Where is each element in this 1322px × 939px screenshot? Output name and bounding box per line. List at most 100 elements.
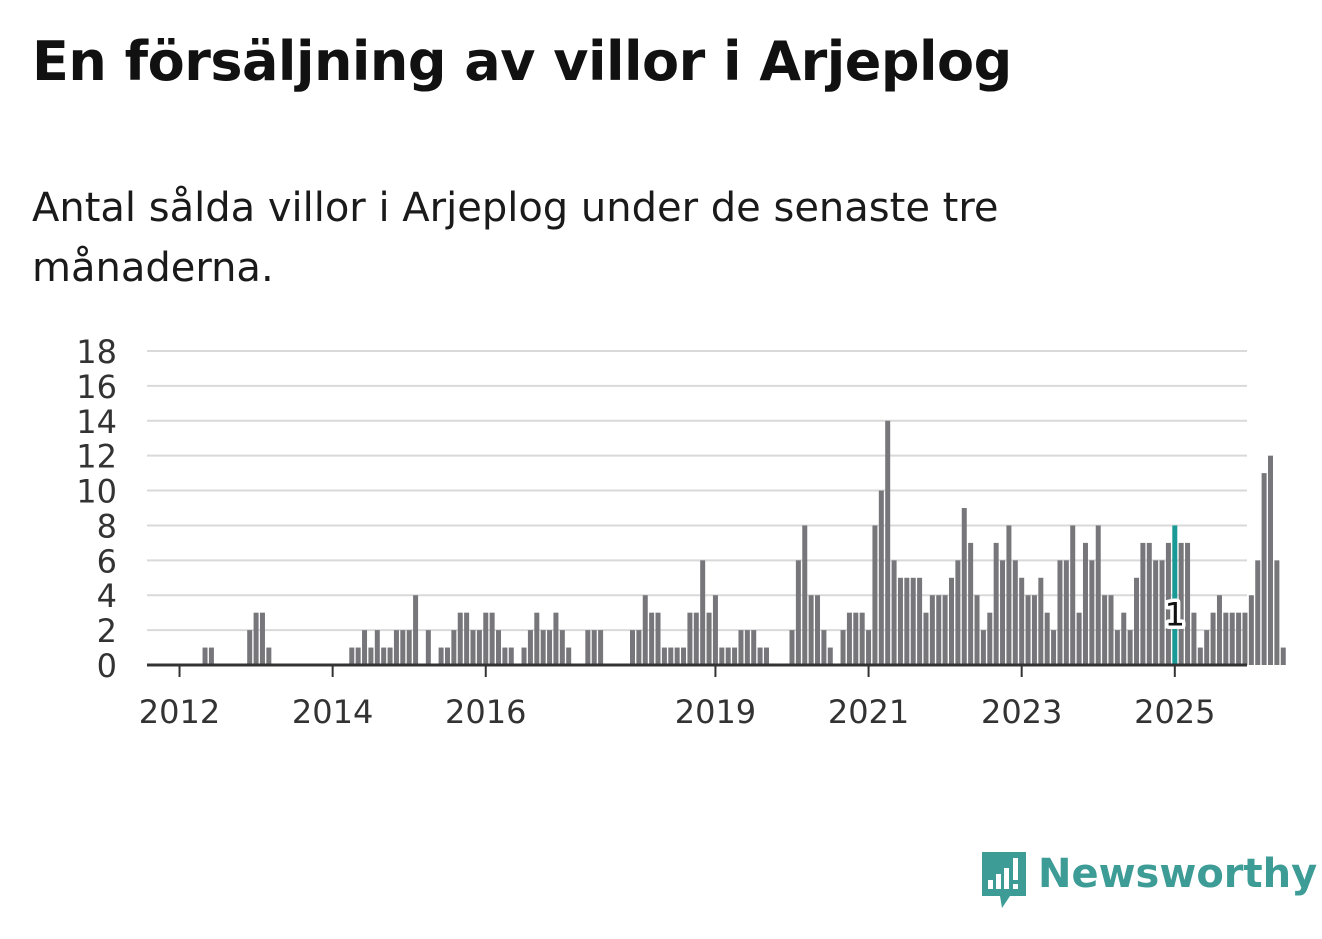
bar <box>1102 595 1108 665</box>
bar <box>636 630 642 665</box>
bar <box>955 560 961 665</box>
bar <box>1216 595 1222 665</box>
bar <box>1006 525 1012 665</box>
bar <box>1114 630 1120 665</box>
bar <box>483 612 489 665</box>
bar <box>1127 630 1133 665</box>
grid-lines <box>147 350 1247 632</box>
bar <box>1044 612 1050 665</box>
bar <box>457 612 463 665</box>
bar <box>374 630 380 665</box>
bar <box>598 630 604 665</box>
bar <box>1159 560 1165 665</box>
bar <box>668 647 674 665</box>
bar <box>661 647 667 665</box>
bar <box>904 577 910 665</box>
bar <box>917 577 923 665</box>
bar <box>470 630 476 665</box>
bar <box>253 612 259 665</box>
bar <box>815 595 821 665</box>
bar <box>706 612 712 665</box>
bar <box>949 577 954 665</box>
bar <box>687 612 693 665</box>
bar <box>821 630 827 665</box>
x-tick-label: 2021 <box>828 693 909 731</box>
x-tick-label: 2025 <box>1134 693 1215 731</box>
highlight-value-label: 1 <box>1165 596 1185 634</box>
y-tick-label: 16 <box>76 368 117 406</box>
bar <box>451 630 457 665</box>
bar <box>406 630 412 665</box>
chart-title: En försäljning av villor i Arjeplog <box>32 30 1012 93</box>
bar <box>527 630 533 665</box>
bar <box>508 647 514 665</box>
bar <box>444 647 450 665</box>
bar <box>1051 630 1057 665</box>
highlight-annotation: 1 <box>1161 592 1188 637</box>
bar <box>674 647 680 665</box>
bar <box>1012 560 1018 665</box>
bar <box>693 612 699 665</box>
x-tick-label: 2016 <box>445 693 526 731</box>
bar <box>591 630 597 665</box>
bar <box>1255 560 1261 665</box>
bar <box>1038 577 1044 665</box>
bar <box>559 630 565 665</box>
y-tick-label: 10 <box>76 473 117 511</box>
bar <box>974 595 980 665</box>
bar <box>553 612 559 665</box>
bar <box>649 612 655 665</box>
bar <box>585 630 591 665</box>
bar <box>980 630 986 665</box>
bar <box>502 647 508 665</box>
bar <box>1082 542 1088 665</box>
bar <box>489 612 495 665</box>
bar <box>534 612 540 665</box>
bar <box>840 630 846 665</box>
bar-highlight <box>1172 525 1178 665</box>
bar <box>1165 542 1171 665</box>
bar <box>936 595 942 665</box>
bar <box>891 560 897 665</box>
bar <box>400 630 406 665</box>
y-tick-label: 6 <box>97 542 117 580</box>
bar <box>897 577 903 665</box>
y-tick-label: 4 <box>97 577 117 615</box>
bar <box>751 630 757 665</box>
bar <box>846 612 852 665</box>
bar <box>929 595 935 665</box>
chart-subtitle: Antal sålda villor i Arjeplog under de s… <box>32 185 999 291</box>
y-tick-label: 14 <box>76 403 117 441</box>
bar <box>1140 542 1146 665</box>
bar <box>910 577 916 665</box>
bar <box>1197 647 1203 665</box>
bar <box>859 612 865 665</box>
bar <box>923 612 929 665</box>
bar <box>1025 595 1031 665</box>
bar <box>1280 647 1286 665</box>
bar <box>247 630 253 665</box>
bar <box>1153 560 1159 665</box>
y-tick-label: 0 <box>97 647 117 685</box>
bar <box>1108 595 1114 665</box>
bar <box>1063 560 1069 665</box>
bar <box>540 630 546 665</box>
bar <box>1261 473 1267 665</box>
bar <box>381 647 387 665</box>
bar <box>1210 612 1216 665</box>
bar <box>1274 560 1280 665</box>
bar <box>961 508 967 665</box>
bar <box>521 647 527 665</box>
bar <box>719 647 725 665</box>
bar <box>464 612 470 665</box>
bar <box>885 420 891 665</box>
bar <box>387 647 393 665</box>
bar <box>476 630 482 665</box>
bar <box>202 647 208 665</box>
bar <box>1191 612 1197 665</box>
bar <box>1178 542 1184 665</box>
bar <box>1076 612 1082 665</box>
bar <box>1185 542 1191 665</box>
